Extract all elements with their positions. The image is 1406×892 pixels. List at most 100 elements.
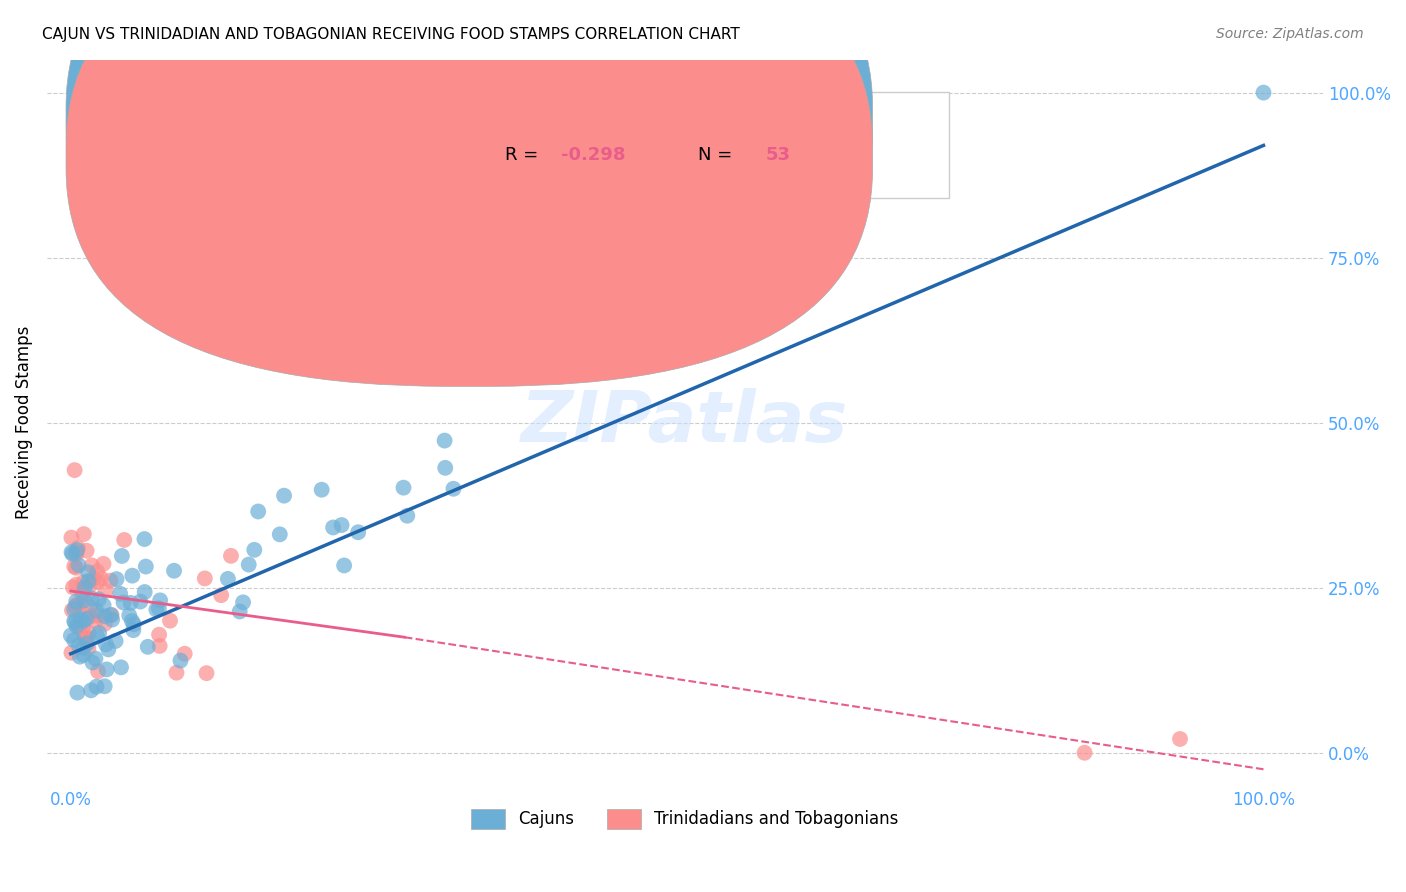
- Point: [60, 646, 83, 660]
- Point: [94, 583, 117, 598]
- Text: Source: ZipAtlas.com: Source: ZipAtlas.com: [1216, 27, 1364, 41]
- Point: [433, 434, 456, 448]
- Point: [105, 572, 128, 586]
- Point: [77, 566, 100, 580]
- Point: [219, 549, 242, 563]
- Point: [77, 625, 100, 640]
- Point: [72, 648, 94, 662]
- Point: [111, 549, 134, 563]
- Point: [194, 571, 217, 585]
- Point: [145, 602, 167, 616]
- Point: [100, 607, 122, 622]
- Point: [104, 634, 127, 648]
- Point: [118, 608, 141, 623]
- Point: [347, 525, 370, 540]
- Point: [73, 581, 96, 595]
- Point: [59, 628, 82, 642]
- Point: [443, 482, 465, 496]
- Point: [269, 527, 291, 541]
- Point: [73, 527, 96, 541]
- Point: [80, 683, 103, 698]
- Text: ZIPatlas: ZIPatlas: [522, 388, 849, 458]
- Point: [65, 599, 87, 614]
- Point: [87, 592, 110, 607]
- Point: [163, 564, 186, 578]
- Point: [96, 662, 118, 676]
- Point: [66, 543, 89, 558]
- Point: [112, 595, 135, 609]
- Point: [121, 614, 143, 628]
- Point: [86, 604, 108, 618]
- FancyBboxPatch shape: [66, 0, 873, 348]
- Text: 82: 82: [765, 108, 790, 126]
- Point: [79, 578, 101, 592]
- Point: [73, 593, 96, 607]
- Point: [90, 571, 112, 585]
- Point: [72, 614, 94, 628]
- Point: [62, 580, 84, 594]
- Point: [82, 572, 104, 586]
- Point: [66, 541, 89, 555]
- Point: [247, 504, 270, 518]
- Point: [1073, 746, 1095, 760]
- Point: [392, 481, 415, 495]
- Point: [243, 542, 266, 557]
- Point: [100, 607, 122, 622]
- Point: [396, 508, 419, 523]
- Point: [166, 665, 188, 680]
- Point: [65, 560, 87, 574]
- Point: [134, 585, 156, 599]
- Point: [67, 638, 90, 652]
- Point: [60, 603, 83, 617]
- Point: [75, 631, 97, 645]
- Point: [93, 599, 115, 613]
- Point: [65, 577, 87, 591]
- Point: [77, 574, 100, 589]
- Point: [148, 628, 170, 642]
- Point: [72, 585, 94, 599]
- Point: [70, 605, 93, 619]
- Point: [60, 545, 83, 559]
- Text: CAJUN VS TRINIDADIAN AND TOBAGONIAN RECEIVING FOOD STAMPS CORRELATION CHART: CAJUN VS TRINIDADIAN AND TOBAGONIAN RECE…: [42, 27, 740, 42]
- Point: [65, 545, 87, 559]
- Point: [80, 591, 103, 606]
- Point: [93, 679, 115, 693]
- Point: [86, 574, 108, 589]
- Legend: Cajuns, Trinidadians and Tobagonians: Cajuns, Trinidadians and Tobagonians: [465, 802, 905, 836]
- Point: [63, 614, 86, 628]
- Point: [273, 489, 295, 503]
- Point: [79, 600, 101, 615]
- Point: [129, 594, 152, 608]
- Point: [112, 533, 135, 547]
- Point: [72, 588, 94, 602]
- Point: [62, 547, 84, 561]
- Point: [100, 574, 122, 588]
- Point: [63, 615, 86, 630]
- Text: -0.298: -0.298: [561, 146, 626, 164]
- Point: [65, 547, 87, 561]
- Point: [67, 620, 90, 634]
- Point: [67, 558, 90, 573]
- Point: [70, 612, 93, 626]
- Text: R =: R =: [505, 108, 538, 126]
- Point: [1168, 731, 1191, 746]
- Point: [63, 559, 86, 574]
- Point: [311, 483, 333, 497]
- Point: [82, 656, 104, 670]
- Point: [110, 660, 132, 674]
- Point: [97, 642, 120, 657]
- Text: 53: 53: [765, 146, 790, 164]
- Point: [87, 665, 110, 679]
- Point: [101, 613, 124, 627]
- Point: [330, 518, 353, 533]
- Text: R =: R =: [505, 146, 538, 164]
- Point: [84, 651, 107, 665]
- Point: [66, 685, 89, 699]
- Point: [72, 621, 94, 635]
- Point: [77, 641, 100, 656]
- Point: [322, 520, 344, 534]
- Point: [149, 593, 172, 607]
- Text: N =: N =: [697, 146, 733, 164]
- Point: [228, 605, 250, 619]
- Point: [108, 587, 131, 601]
